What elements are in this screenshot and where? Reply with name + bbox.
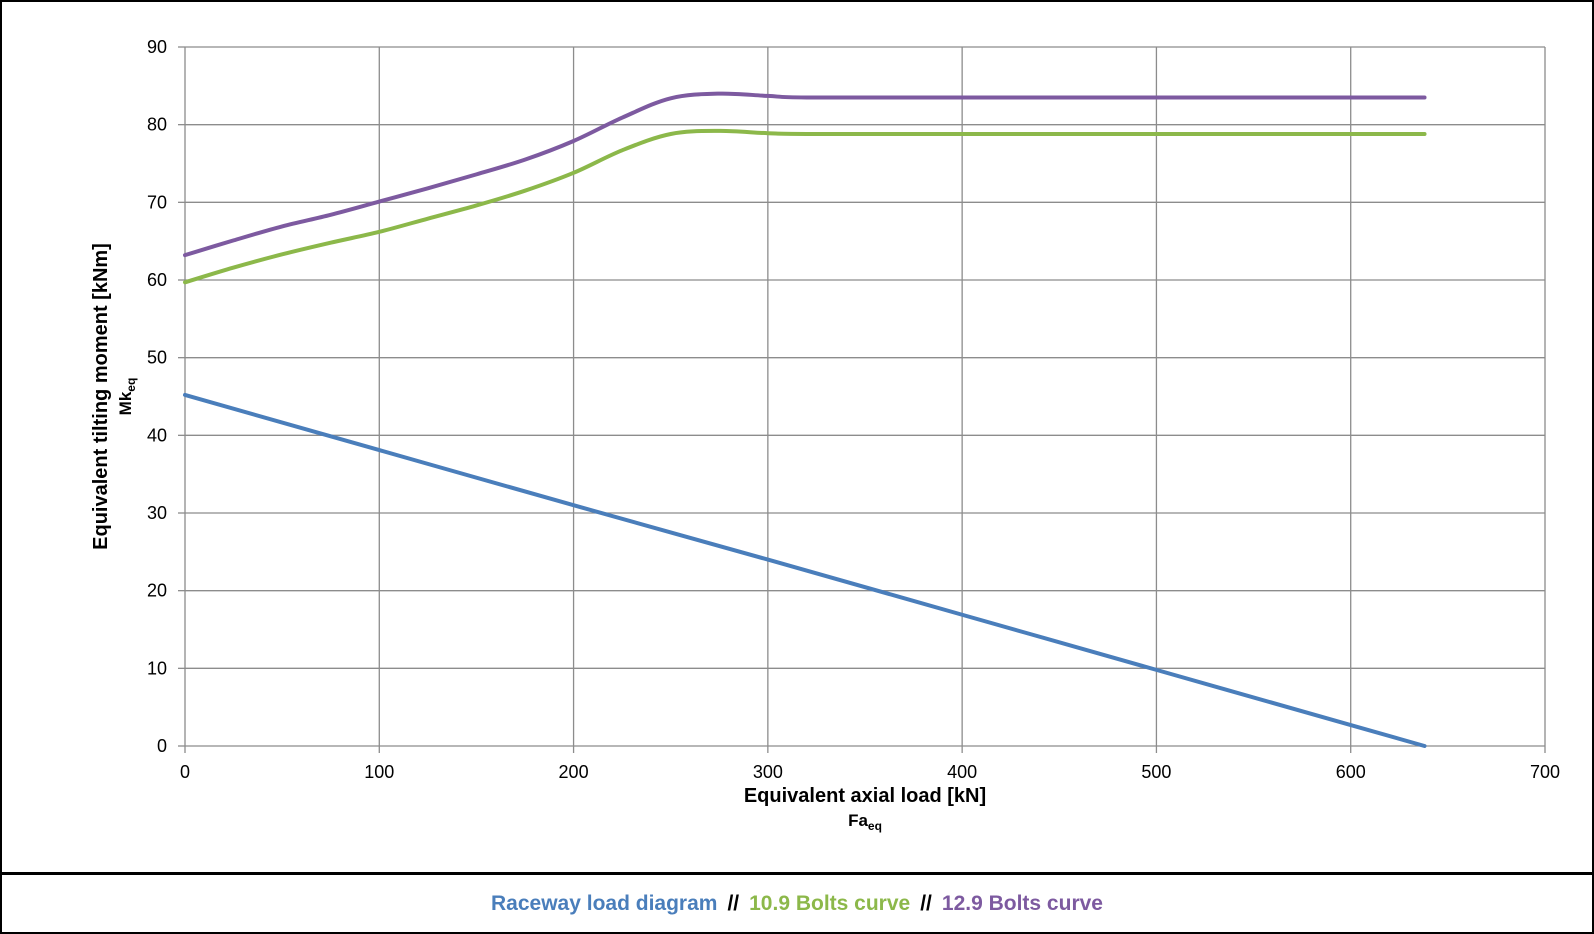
legend-entry-10-9-bolts: 10.9 Bolts curve	[749, 891, 911, 915]
y-tick-label: 40	[147, 425, 167, 445]
series-12-9-bolts-line	[183, 91, 1427, 258]
x-tick-label: 400	[947, 762, 977, 782]
y-tick-label: 70	[147, 192, 167, 212]
x-tick-label: 300	[753, 762, 783, 782]
x-axis-title: Equivalent axial load [kN]	[744, 785, 986, 807]
tick-labels: 0 10 20 30 40 50 60 70 80 90 0 100 200 300 400 500 600 70…	[147, 37, 1560, 782]
y-tick-label: 50	[147, 348, 167, 368]
x-tick-label: 600	[1336, 762, 1366, 782]
y-tick-label: 60	[147, 270, 167, 290]
grid	[178, 46, 1546, 753]
legend-entry-raceway: Raceway load diagram	[491, 891, 718, 915]
y-tick-label: 90	[147, 37, 167, 57]
x-tick-label: 0	[180, 762, 190, 782]
y-axis-title: Equivalent tilting moment [kNm]	[90, 243, 112, 550]
legend-entry-12-9-bolts: 12.9 Bolts curve	[941, 891, 1103, 915]
x-axis-subtitle: Faeq	[848, 811, 882, 833]
legend: Raceway load diagram // 10.9 Bolts curve…	[0, 873, 1594, 934]
series-raceway-load-line	[183, 392, 1427, 748]
x-tick-label: 100	[364, 762, 394, 782]
x-tick-label: 700	[1530, 762, 1560, 782]
y-tick-label: 20	[147, 581, 167, 601]
legend-separator: //	[920, 891, 932, 915]
x-tick-label: 200	[559, 762, 589, 782]
series-10-9-bolts-line	[183, 128, 1427, 285]
y-axis-subtitle: Mkeq	[116, 378, 138, 416]
x-tick-label: 500	[1141, 762, 1171, 782]
y-tick-label: 10	[147, 658, 167, 678]
series-lines	[183, 91, 1427, 748]
y-tick-label: 0	[157, 736, 167, 756]
y-tick-label: 30	[147, 503, 167, 523]
chart-plot: 0 10 20 30 40 50 60 70 80 90 0 100 200 300 400 500 600 70…	[90, 37, 1560, 833]
y-tick-label: 80	[147, 115, 167, 135]
legend-separator: //	[727, 891, 740, 915]
